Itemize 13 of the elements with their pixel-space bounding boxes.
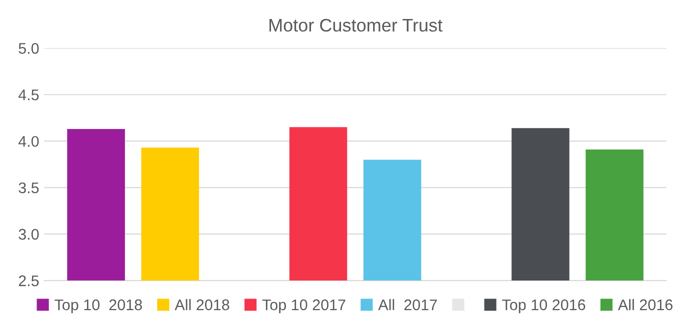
y-tick-label: 4.5 bbox=[18, 90, 39, 100]
legend-label: Top 10 2018 bbox=[54, 299, 142, 314]
chart-title: Motor Customer Trust bbox=[269, 18, 442, 32]
legend-label: Top 10 2017 bbox=[262, 299, 346, 314]
legend-label: All 2017 bbox=[378, 299, 437, 310]
y-tick-label: 5.0 bbox=[18, 43, 39, 54]
y-tick-label: 3.0 bbox=[18, 228, 39, 240]
y-tick-label: 3.5 bbox=[18, 182, 39, 194]
y-tick-label: 4.0 bbox=[18, 136, 39, 147]
legend-label: All 2016 bbox=[618, 299, 672, 310]
legend-label: Top 10 2016 bbox=[502, 299, 586, 314]
y-tick-label: 2.5 bbox=[18, 275, 39, 286]
legend-label: All 2018 bbox=[174, 299, 230, 310]
